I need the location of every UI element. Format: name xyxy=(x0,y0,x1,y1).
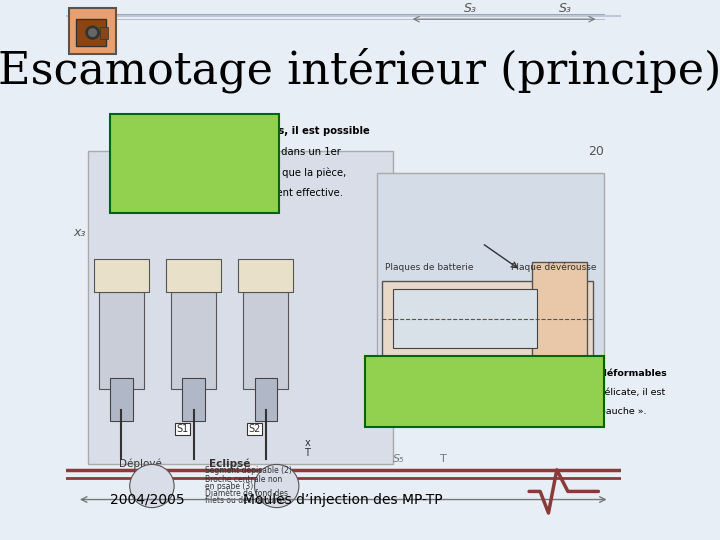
Text: S2: S2 xyxy=(248,424,261,434)
Text: Diamètre de fond des: Diamètre de fond des xyxy=(204,489,287,498)
Bar xyxy=(393,289,537,348)
Text: Pour les formes cylindriques, des broches déformables: Pour les formes cylindriques, des broche… xyxy=(373,369,667,379)
Text: arriées en butée, l’éjection devient effective.: arriées en butée, l’éjection devient eff… xyxy=(117,187,343,198)
FancyBboxPatch shape xyxy=(100,27,107,39)
Bar xyxy=(243,292,288,389)
Text: 20: 20 xyxy=(588,145,603,158)
Text: S₅: S₅ xyxy=(393,454,405,464)
Bar xyxy=(382,281,593,356)
Text: Moules d’injection des MP-TP: Moules d’injection des MP-TP xyxy=(243,492,443,507)
Circle shape xyxy=(89,29,96,36)
Circle shape xyxy=(130,464,174,508)
Bar xyxy=(99,292,143,389)
Text: filets ou des rainuras: filets ou des rainuras xyxy=(204,496,286,505)
Text: Plaque dévérousse: Plaque dévérousse xyxy=(511,262,597,272)
Bar xyxy=(255,378,276,421)
Bar xyxy=(532,262,588,375)
FancyBboxPatch shape xyxy=(88,151,393,464)
Text: Canal de: Canal de xyxy=(395,379,436,388)
Text: 2004/2005: 2004/2005 xyxy=(110,492,185,507)
FancyBboxPatch shape xyxy=(68,8,116,54)
Text: Escamotage intérieur (principe): Escamotage intérieur (principe) xyxy=(0,48,720,93)
Text: peuvent être utilisées. Leur réalisation est très délicate, il est: peuvent être utilisées. Leur réalisation… xyxy=(373,388,665,397)
FancyBboxPatch shape xyxy=(377,173,604,389)
Text: Pièce moulée: Pièce moulée xyxy=(543,379,604,388)
Text: Eclipsé: Eclipsé xyxy=(209,458,251,469)
Circle shape xyxy=(86,26,99,39)
FancyBboxPatch shape xyxy=(110,113,279,213)
Text: S₃: S₃ xyxy=(559,2,572,15)
Text: d’utiliser des cales inclinées qui dans un 1er: d’utiliser des cales inclinées qui dans … xyxy=(117,146,341,157)
Circle shape xyxy=(255,464,299,508)
Text: Broche centrale non: Broche centrale non xyxy=(204,475,282,484)
Text: en psabe (3): en psabe (3) xyxy=(204,482,253,491)
Text: Broche centrale: Broche centrale xyxy=(460,379,531,388)
Text: Segment dépisable (2): Segment dépisable (2) xyxy=(204,465,292,475)
Bar xyxy=(182,378,204,421)
Text: T: T xyxy=(440,454,446,464)
Text: refroidissement: refroidissement xyxy=(380,387,451,396)
FancyBboxPatch shape xyxy=(366,356,604,427)
Text: temps montent en même temps que la pièce,: temps montent en même temps que la pièce… xyxy=(117,167,346,178)
Bar xyxy=(238,259,293,292)
Bar xyxy=(171,292,216,389)
Text: T: T xyxy=(305,448,310,458)
Bar xyxy=(166,259,221,292)
FancyBboxPatch shape xyxy=(66,0,621,475)
Text: possible de trouver des éléments standards « ébauche ».: possible de trouver des éléments standar… xyxy=(373,407,646,416)
Text: Pour les formes prismatiques, il est possible: Pour les formes prismatiques, il est pos… xyxy=(117,126,369,136)
Bar xyxy=(110,378,132,421)
FancyBboxPatch shape xyxy=(76,19,106,45)
Text: x₃: x₃ xyxy=(73,226,86,239)
Text: Plaques de batterie: Plaques de batterie xyxy=(385,263,474,272)
Text: S1: S1 xyxy=(176,424,189,434)
Text: S₃: S₃ xyxy=(464,2,477,15)
Text: x: x xyxy=(305,437,310,448)
Text: Déployé: Déployé xyxy=(120,458,162,469)
Bar xyxy=(94,259,149,292)
